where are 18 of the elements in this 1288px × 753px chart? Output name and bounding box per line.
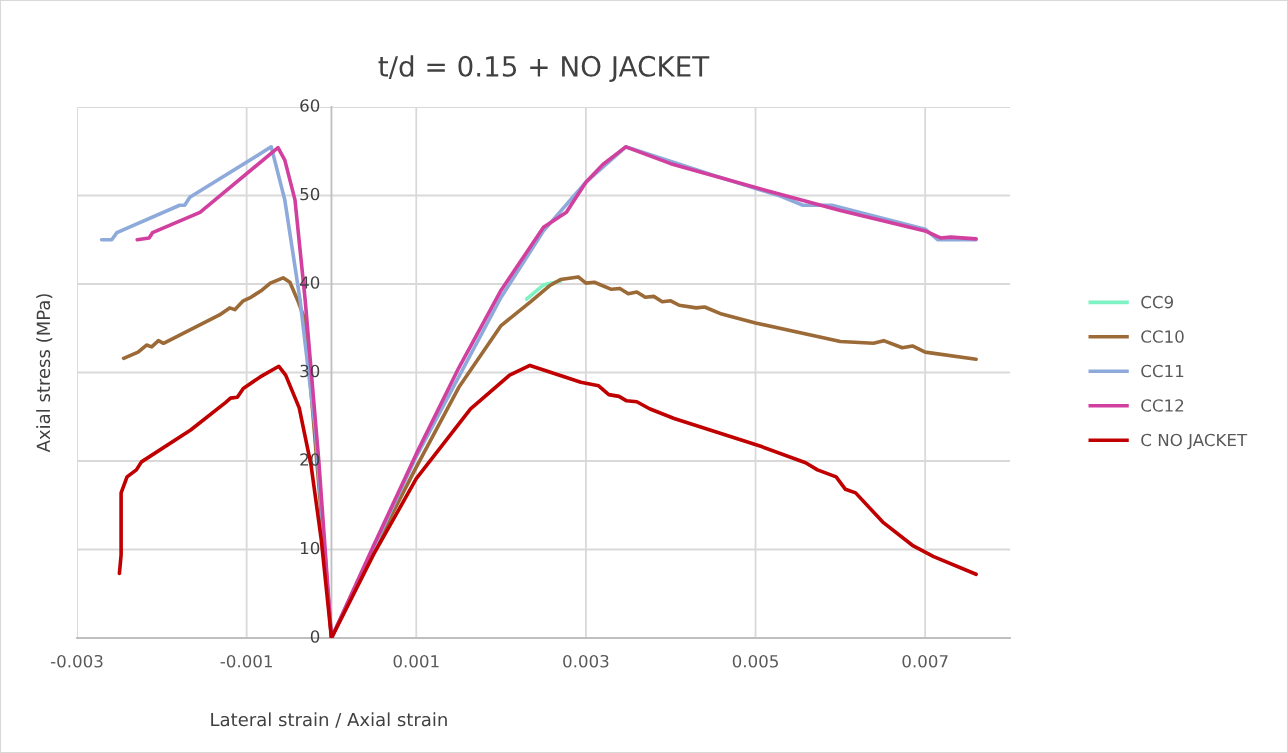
x-tick-label: 0.005: [732, 654, 778, 668]
chart-title: t/d = 0.15 + NO JACKET: [378, 55, 710, 82]
x-axis-title: Lateral strain / Axial strain: [211, 712, 447, 728]
x-tick-label: -0.003: [50, 654, 103, 668]
legend-label: CC10: [1141, 330, 1184, 343]
legend-label: CC9: [1141, 295, 1174, 309]
y-tick-label: 10: [300, 541, 320, 555]
legend-label: CC12: [1141, 399, 1184, 412]
legend-label: CC11: [1141, 364, 1184, 378]
x-tick-label: 0.003: [563, 654, 609, 668]
x-tick-label: -0.001: [220, 654, 272, 668]
legend-label: C NO JACKET: [1141, 433, 1248, 450]
y-tick-label: 50: [300, 187, 320, 201]
y-axis-title: Axial stress (MPa): [36, 294, 53, 453]
y-tick-label: 60: [300, 99, 320, 112]
x-tick-label: 0.007: [902, 654, 948, 668]
x-tick-label: 0.001: [393, 654, 439, 668]
y-tick-label: 0: [310, 630, 320, 643]
